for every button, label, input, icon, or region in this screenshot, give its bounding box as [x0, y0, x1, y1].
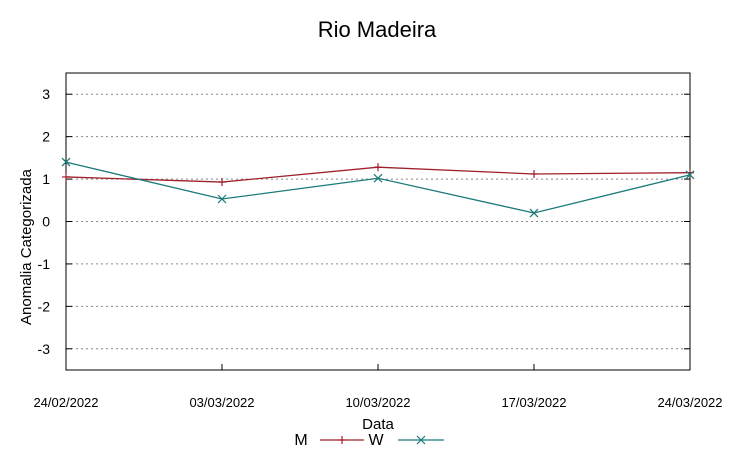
y-axis-label: Anomalia Categorizada — [18, 168, 35, 325]
legend-label: M — [294, 432, 307, 449]
y-axis-ticks: 3 2 1 0 -1 -2 -3 — [38, 86, 690, 357]
y-tick-label: 0 — [42, 214, 50, 230]
legend-label: W — [368, 432, 384, 449]
marker-cross — [217, 194, 227, 204]
x-tick-label: 03/03/2022 — [189, 395, 254, 410]
series-W — [61, 157, 695, 218]
y-tick-label: -3 — [38, 341, 51, 357]
legend-item-M: M — [294, 432, 364, 449]
marker-cross — [373, 173, 383, 183]
x-tick-label: 10/03/2022 — [345, 395, 410, 410]
x-tick-label: 24/02/2022 — [33, 395, 98, 410]
y-tick-label: -2 — [38, 298, 51, 314]
x-tick-label: 24/03/2022 — [657, 395, 722, 410]
y-tick-label: 1 — [42, 171, 50, 187]
marker-cross — [416, 435, 426, 445]
marker-cross — [685, 170, 695, 180]
legend-item-W: W — [368, 432, 444, 449]
marker-cross — [529, 208, 539, 218]
x-axis-ticks: 24/02/2022 03/03/2022 10/03/2022 17/03/2022… — [33, 364, 723, 410]
x-axis-label: Data — [362, 416, 394, 433]
y-tick-label: 3 — [42, 86, 50, 102]
chart-title: Rio Madeira — [318, 17, 437, 42]
x-tick-label: 17/03/2022 — [501, 395, 566, 410]
y-tick-label: -1 — [38, 256, 51, 272]
grid — [66, 93, 690, 350]
series-lines — [61, 157, 695, 218]
y-tick-label: 2 — [42, 129, 50, 145]
series-M — [62, 163, 694, 187]
marker-cross — [61, 157, 71, 167]
